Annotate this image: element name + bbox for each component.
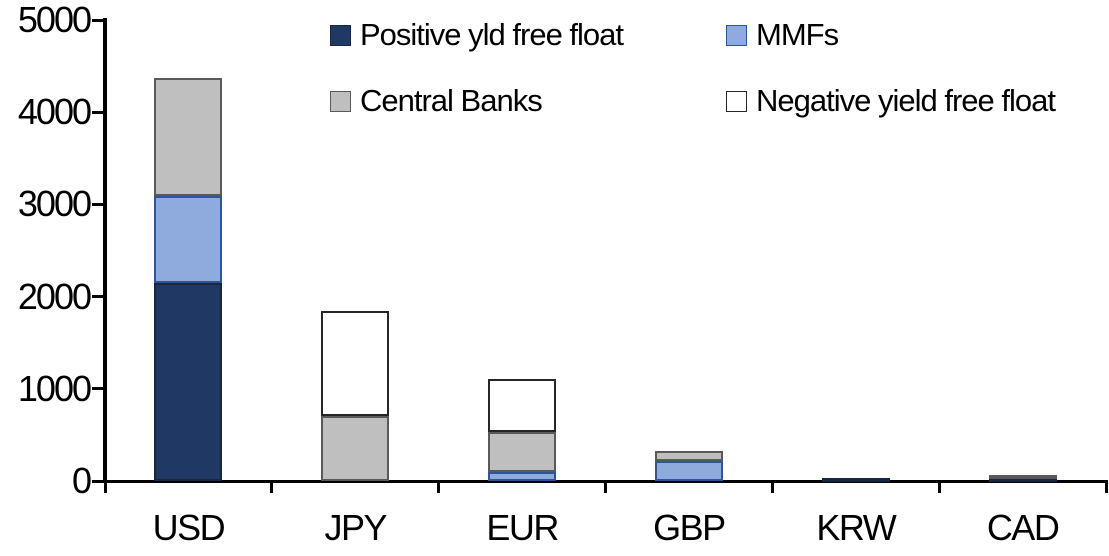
y-axis-tick (92, 387, 105, 391)
x-tick-label-gbp: GBP (653, 507, 726, 548)
legend-swatch-positive-yld-free-float-icon (330, 24, 351, 46)
legend-label-mmfs: MMFs (756, 17, 839, 52)
x-tick-label-cad: CAD (986, 507, 1060, 548)
x-tick-label-usd: USD (152, 507, 226, 548)
x-axis-tick (437, 481, 441, 493)
bar-segment-krw-positive-yld-free-float (821, 477, 890, 482)
y-axis-tick (92, 295, 105, 299)
legend-swatch-negative-yield-free-float-icon (726, 90, 747, 112)
x-axis-tick (604, 481, 607, 493)
legend-item-mmfs: MMFs (726, 17, 839, 52)
bar-segment-eur-negative-yield-free-float (488, 378, 557, 433)
y-tick-label: 0 (71, 460, 92, 501)
y-axis-tick (92, 202, 105, 206)
bar-segment-jpy-central-banks (321, 416, 390, 481)
x-axis-tick (270, 481, 274, 493)
y-tick-label: 2000 (17, 275, 92, 317)
y-tick-label: 3000 (17, 183, 92, 225)
legend-swatch-central-banks-icon (330, 90, 351, 112)
y-axis-tick (92, 18, 105, 22)
x-axis-tick (1104, 481, 1108, 493)
legend-label-negative-yield-free-float: Negative yield free float (756, 83, 1056, 118)
x-tick-label-eur: EUR (486, 507, 559, 548)
bar-segment-eur-mmfs (488, 471, 557, 481)
bar-segment-gbp-central-banks (654, 450, 723, 462)
legend-swatch-mmfs-icon (726, 24, 747, 46)
bar-segment-usd-positive-yld-free-float (154, 282, 223, 481)
bar-segment-jpy-negative-yield-free-float (321, 311, 390, 417)
y-axis-tick (92, 479, 105, 483)
bar-segment-usd-central-banks (154, 78, 223, 197)
legend-label-positive-yld-free-float: Positive yld free float (360, 17, 624, 52)
x-axis-tick (770, 481, 774, 493)
y-tick-label: 4000 (17, 91, 92, 133)
bar-segment-eur-central-banks (488, 432, 557, 472)
bar-segment-usd-mmfs (154, 196, 223, 283)
bar-segment-gbp-mmfs (654, 461, 723, 481)
legend-item-positive-yld-free-float: Positive yld free float (330, 17, 624, 52)
x-axis-tick (937, 481, 941, 493)
legend-item-central-banks: Central Banks (330, 83, 543, 118)
bar-segment-cad-central-banks (988, 475, 1057, 480)
legend-label-central-banks: Central Banks (360, 83, 543, 118)
x-axis-tick (103, 481, 107, 493)
x-tick-label-krw: KRW (816, 507, 896, 548)
x-tick-label-jpy: JPY (324, 507, 387, 548)
y-axis-line (103, 18, 107, 483)
y-tick-label: 1000 (17, 367, 92, 409)
y-tick-label: 5000 (17, 0, 92, 40)
y-axis-tick (92, 110, 105, 114)
legend-item-negative-yield-free-float: Negative yield free float (726, 83, 1056, 118)
